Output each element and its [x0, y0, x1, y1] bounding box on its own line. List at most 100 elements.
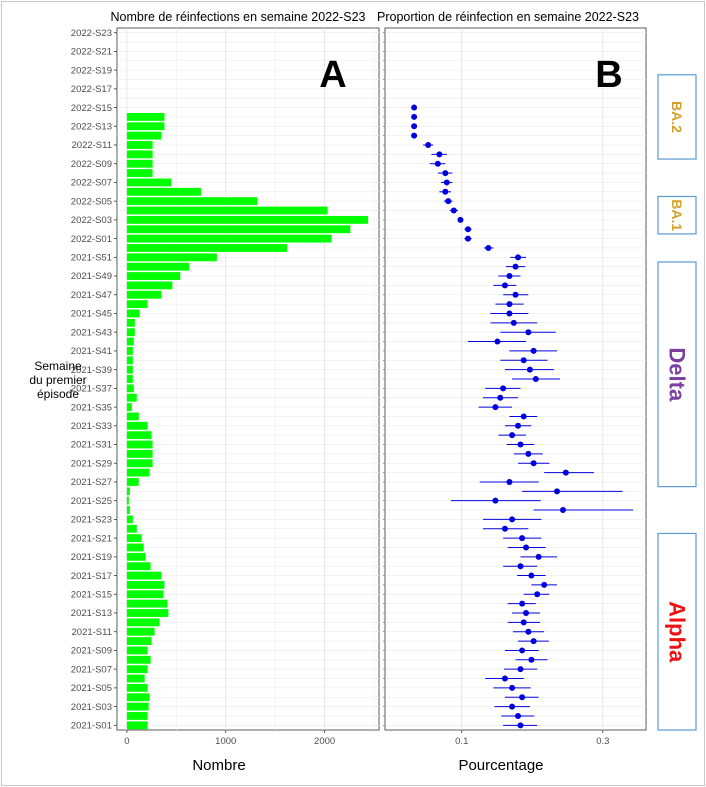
- y-tick-label: 2021-S37: [71, 384, 112, 395]
- bar-2022-S07: [126, 178, 172, 187]
- point-2022-S07: [443, 179, 450, 186]
- point-2021-S01: [517, 722, 524, 729]
- point-2021-S05: [509, 684, 516, 691]
- y-tick-label: 2022-S01: [71, 234, 112, 245]
- y-tick-label: 2022-S03: [71, 215, 112, 226]
- bar-2022-S12: [126, 131, 162, 140]
- y-tick-label: 2021-S45: [71, 309, 112, 320]
- bar-2021-S42: [126, 337, 134, 346]
- bar-2021-S33: [126, 421, 148, 430]
- bar-2021-S37: [126, 384, 134, 393]
- point-2021-S40: [520, 357, 527, 364]
- y-tick-label: 2021-S23: [71, 515, 112, 526]
- point-2021-S48: [501, 282, 508, 289]
- y-tick-label: 2021-S41: [71, 346, 112, 357]
- point-2022-S03: [457, 216, 464, 223]
- bar-2021-S25: [126, 496, 129, 505]
- point-2021-S22: [501, 525, 508, 532]
- point-2021-S36: [497, 394, 504, 401]
- y-tick-label: 2021-S49: [71, 271, 112, 282]
- x-tick-label: 0.1: [455, 736, 468, 747]
- bar-2021-S17: [126, 571, 162, 580]
- bar-2022-S14: [126, 112, 165, 121]
- point-2021-S09: [519, 647, 526, 654]
- bar-2021-S46: [126, 300, 148, 309]
- panel-a-bars: [126, 112, 369, 730]
- bar-2021-S32: [126, 431, 152, 440]
- point-2021-S43: [525, 329, 532, 336]
- y-tick-label: 2022-S11: [72, 140, 113, 151]
- point-2021-S44: [510, 319, 517, 326]
- bar-2022-S08: [126, 169, 153, 178]
- bar-2021-S19: [126, 552, 146, 561]
- bar-2021-S50: [126, 262, 190, 271]
- y-tick-label: 2021-S05: [71, 683, 112, 694]
- bar-2021-S47: [126, 290, 162, 299]
- bar-2021-S20: [126, 543, 144, 552]
- point-2021-S19: [535, 553, 542, 560]
- bar-2021-S28: [126, 468, 150, 477]
- y-tick-label: 2021-S11: [72, 627, 113, 638]
- panel-b-label: B: [595, 54, 622, 96]
- bar-2021-S12: [126, 618, 160, 627]
- bar-2021-S52: [126, 244, 288, 252]
- bar-2021-S44: [126, 318, 135, 327]
- bar-2021-S14: [126, 599, 168, 608]
- point-2021-S27: [506, 478, 513, 485]
- bar-2021-S35: [126, 403, 132, 412]
- panel-b-gridlines: [385, 28, 646, 730]
- panel-b-x-ticks: 0.1 0.3: [383, 32, 609, 747]
- point-2021-S33: [515, 422, 522, 429]
- bar-2022-S13: [126, 122, 165, 131]
- variant-box-BA.2: [657, 74, 697, 160]
- y-tick-label: 2022-S05: [71, 196, 112, 207]
- y-tick-label: 2021-S17: [71, 571, 112, 582]
- bar-2021-S10: [126, 637, 152, 646]
- panel-a-label: A: [319, 54, 346, 96]
- variant-box-Alpha: [657, 532, 697, 731]
- variant-label-Alpha: Alpha: [665, 601, 690, 663]
- point-2022-S01: [465, 235, 472, 242]
- y-axis-title-line-2: du premier: [29, 373, 86, 387]
- y-tick-label: 2021-S25: [71, 496, 112, 507]
- bar-2021-S34: [126, 412, 139, 421]
- bar-2021-S04: [126, 693, 150, 702]
- panel-b-title: Proportion de réinfection en semaine 202…: [377, 10, 639, 24]
- panel-a-y-ticks: 2021-S01 2021-S03 2021-S05 2021-S07 2021-S09…: [71, 28, 117, 732]
- bar-2021-S24: [126, 506, 130, 514]
- point-2021-S02: [515, 712, 522, 719]
- y-axis-title-line-3: épisode: [37, 387, 79, 401]
- point-2021-S45: [506, 310, 513, 317]
- y-tick-label: 2021-S27: [71, 477, 112, 488]
- bar-2021-S09: [126, 646, 148, 655]
- bar-2021-S07: [126, 665, 148, 674]
- point-2021-S04: [519, 694, 526, 701]
- bar-2021-S49: [126, 272, 181, 280]
- y-tick-label: 2022-S23: [71, 28, 112, 39]
- point-2022-S08: [442, 170, 449, 177]
- x-tick-label: 1000: [215, 736, 236, 747]
- bar-2021-S22: [126, 524, 137, 533]
- point-2021-S39: [526, 366, 533, 373]
- panel-b-x-axis-title: Pourcentage: [458, 757, 543, 774]
- point-2022-S11: [425, 142, 432, 148]
- point-2021-S20: [523, 544, 530, 551]
- panel-a-x-axis-title: Nombre: [192, 757, 245, 774]
- point-2021-S25: [492, 497, 499, 504]
- bar-2021-S15: [126, 590, 164, 599]
- bar-2021-S29: [126, 459, 153, 468]
- point-2022-S02: [465, 226, 472, 233]
- y-tick-label: 2021-S07: [71, 664, 112, 675]
- point-2022-S13: [411, 123, 418, 130]
- y-axis-title: Semaine du premier épisode: [29, 359, 86, 401]
- point-2022-S12: [411, 132, 418, 139]
- point-2021-S42: [494, 338, 501, 345]
- bar-2021-S41: [126, 346, 133, 355]
- point-2022-S09: [434, 160, 441, 167]
- bar-2021-S48: [126, 281, 173, 290]
- y-tick-label: 2021-S47: [71, 290, 112, 301]
- point-2021-S50: [512, 263, 519, 270]
- panel-a: 2021-S01 2021-S03 2021-S05 2021-S07 2021-S09…: [71, 27, 380, 747]
- variant-box-BA.1: [657, 195, 697, 235]
